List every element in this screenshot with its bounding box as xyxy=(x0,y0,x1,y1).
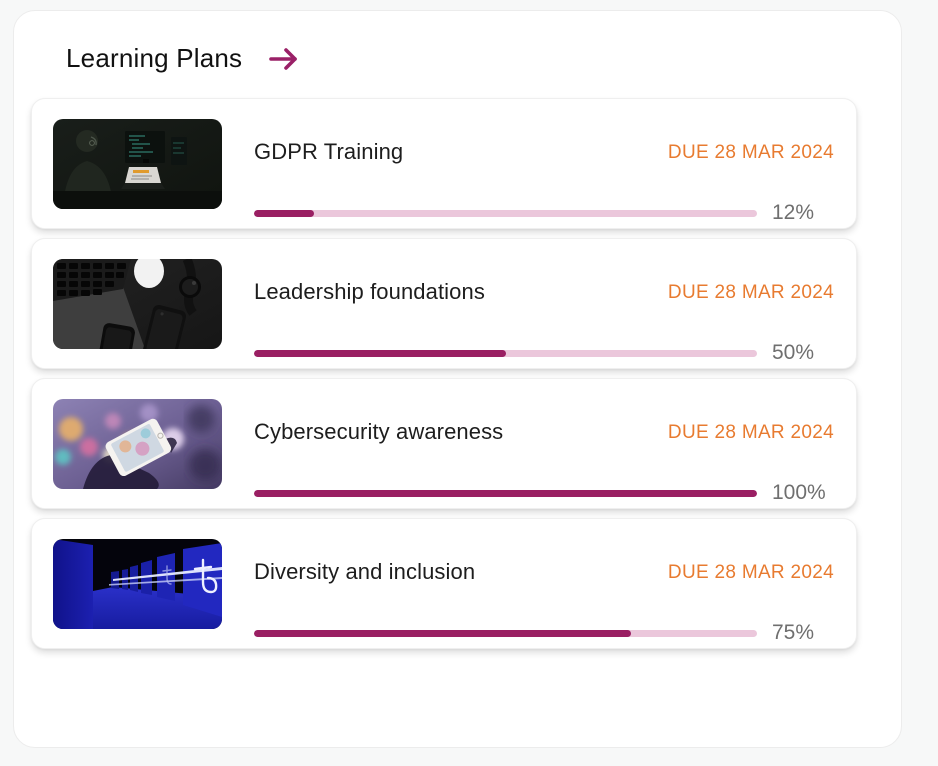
learning-plan-card[interactable]: Leadership foundations DUE 28 MAR 2024 5… xyxy=(31,238,857,369)
plan-title: Diversity and inclusion xyxy=(254,559,476,584)
widget-header: Learning Plans xyxy=(66,43,300,74)
progress-bar-fill xyxy=(254,349,506,357)
progress-percent: 75% xyxy=(772,621,815,644)
learning-plan-card[interactable]: Diversity and inclusion DUE 28 MAR 2024 … xyxy=(31,518,857,649)
plan-thumbnail-phone-bokeh xyxy=(53,399,222,489)
progress-bar xyxy=(254,489,757,497)
plan-title: Cybersecurity awareness xyxy=(254,419,504,444)
due-date-label: DUE 28 MAR 2024 xyxy=(667,142,834,163)
plan-title: GDPR Training xyxy=(254,139,404,164)
progress-bar-fill xyxy=(254,209,315,217)
progress-percent: 12% xyxy=(772,201,815,224)
progress-bar xyxy=(254,629,757,637)
widget-title: Learning Plans xyxy=(66,43,243,73)
learning-plans-widget: Learning Plans xyxy=(13,10,902,748)
learning-plan-card[interactable]: Cybersecurity awareness DUE 28 MAR 2024 … xyxy=(31,378,857,509)
due-date-label: DUE 28 MAR 2024 xyxy=(667,562,834,583)
progress-row: 12% xyxy=(254,201,842,225)
progress-row: 100% xyxy=(254,481,842,505)
learning-plan-card[interactable]: GDPR Training DUE 28 MAR 2024 12% xyxy=(31,98,857,229)
progress-bar-fill xyxy=(254,489,757,497)
progress-row: 75% xyxy=(254,621,842,645)
progress-bar xyxy=(254,349,757,357)
arrow-right-icon[interactable] xyxy=(268,47,300,71)
plan-title: Leadership foundations xyxy=(254,279,485,304)
progress-bar-fill xyxy=(254,629,632,637)
progress-bar xyxy=(254,209,757,217)
progress-percent: 50% xyxy=(772,341,815,364)
due-date-label: DUE 28 MAR 2024 xyxy=(667,422,834,443)
plan-thumbnail-person-coding xyxy=(53,119,222,209)
plan-thumbnail-blue-corridor xyxy=(53,539,222,629)
progress-percent: 100% xyxy=(772,481,826,504)
plan-thumbnail-desk-devices xyxy=(53,259,222,349)
progress-row: 50% xyxy=(254,341,842,365)
due-date-label: DUE 28 MAR 2024 xyxy=(667,282,834,303)
